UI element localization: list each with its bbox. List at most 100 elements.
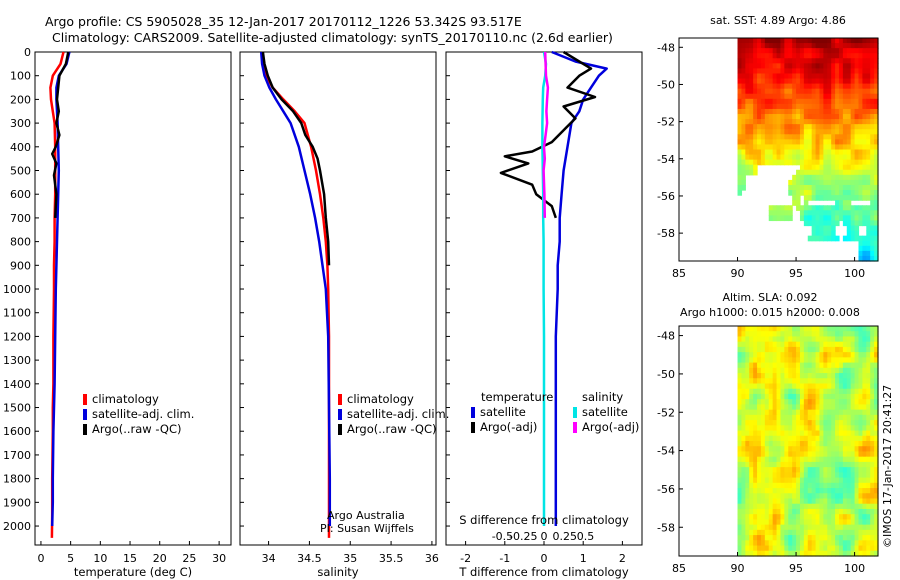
heatmap-cell: [815, 508, 821, 515]
heatmap-cell: [796, 184, 801, 191]
heatmap-cell: [741, 373, 746, 379]
heatmap-cell: [772, 144, 778, 151]
heatmap-cell: [749, 373, 754, 379]
heatmap-cell: [866, 245, 871, 252]
heatmap-cell: [835, 58, 840, 64]
heatmap-cell: [850, 378, 856, 385]
heatmap-cell: [799, 493, 805, 500]
heatmap-cell: [776, 58, 782, 64]
heatmap-cell: [862, 83, 867, 90]
heatmap-cell: [803, 114, 809, 120]
heatmap-cell: [772, 346, 778, 353]
heatmap-cell: [838, 477, 844, 484]
heatmap-cell: [757, 461, 762, 468]
heatmap-cell: [788, 179, 793, 186]
heatmap-cell: [807, 341, 813, 348]
heatmap-cell: [811, 179, 817, 186]
heatmap-cell: [815, 519, 821, 526]
heatmap-cell: [764, 519, 770, 526]
heatmap-cell: [757, 378, 762, 385]
heatmap-cell: [842, 545, 848, 552]
heatmap-cell: [858, 245, 863, 252]
heatmap-cell: [772, 420, 778, 426]
heatmap-cell: [749, 43, 754, 49]
heatmap-cell: [827, 550, 832, 557]
heatmap-cell: [838, 144, 844, 151]
heatmap-cell: [772, 129, 778, 135]
heatmap-cell: [776, 493, 782, 500]
y-tick-label: 0: [24, 46, 31, 59]
heatmap-cell: [858, 164, 863, 171]
heatmap-cell: [784, 93, 789, 100]
heatmap-cell: [838, 461, 844, 468]
heatmap-cell: [772, 48, 778, 54]
heatmap-cell: [831, 215, 836, 222]
heatmap-cell: [842, 352, 848, 358]
heatmap-cell: [749, 119, 754, 125]
heatmap-cell: [823, 225, 828, 232]
x-tick-label: 90: [731, 562, 745, 575]
heatmap-cell: [799, 114, 805, 120]
heatmap-cell: [760, 114, 766, 120]
heatmap-cell: [850, 58, 856, 64]
heatmap-cell: [780, 488, 785, 494]
heatmap-cell: [870, 114, 875, 120]
heatmap-cell: [764, 498, 770, 505]
heatmap-cell: [819, 409, 824, 416]
heatmap-cell: [796, 482, 801, 489]
heatmap-cell: [850, 393, 856, 400]
heatmap-cell: [854, 124, 860, 130]
heatmap-cell: [749, 498, 754, 505]
heatmap-cell: [858, 425, 863, 432]
heatmap-cell: [757, 341, 762, 348]
heatmap-cell: [803, 362, 809, 369]
heatmap-cell: [854, 420, 860, 426]
heatmap-cell: [776, 331, 782, 338]
heatmap-cell: [811, 472, 817, 479]
heatmap-cell: [796, 88, 801, 95]
heatmap-cell: [796, 383, 801, 390]
heatmap-cell: [866, 477, 871, 484]
heatmap-cell: [780, 409, 785, 416]
heatmap-cell: [780, 503, 785, 510]
heatmap-cell: [866, 230, 871, 237]
heatmap-cell: [807, 195, 813, 201]
heatmap-cell: [745, 461, 750, 468]
heatmap-cell: [874, 184, 879, 191]
heatmap-cell: [854, 550, 860, 557]
heatmap-cell: [749, 73, 754, 80]
heatmap-cell: [874, 63, 879, 70]
heatmap-cell: [870, 508, 875, 515]
heatmap-cell: [788, 482, 793, 489]
heatmap-cell: [784, 545, 789, 552]
heatmap-cell: [866, 331, 871, 338]
heatmap-cell: [870, 103, 875, 110]
heatmap-cell: [757, 83, 762, 90]
heatmap-cell: [807, 378, 813, 385]
heatmap-cell: [842, 38, 848, 44]
heatmap-cell: [827, 451, 832, 458]
heatmap-cell: [776, 467, 782, 473]
heatmap-cell: [831, 78, 836, 85]
heatmap-cell: [870, 409, 875, 416]
heatmap-cell: [784, 472, 789, 479]
heatmap-cell: [846, 477, 852, 484]
heatmap-cell: [842, 68, 848, 75]
heatmap-cell: [788, 48, 793, 54]
heatmap-cell: [764, 63, 770, 70]
heatmap-cell: [788, 467, 793, 473]
heatmap-cell: [862, 341, 867, 348]
heatmap-cell: [870, 164, 875, 171]
heatmap-cell: [815, 472, 821, 479]
heatmap-cell: [799, 108, 805, 115]
heatmap-cell: [827, 225, 832, 232]
heatmap-cell: [792, 456, 797, 463]
heatmap-cell: [870, 451, 875, 458]
heatmap-cell: [784, 68, 789, 75]
heatmap-cell: [831, 545, 836, 552]
heatmap-cell: [870, 404, 875, 411]
heatmap-cell: [850, 435, 856, 442]
heatmap-cell: [811, 508, 817, 515]
heatmap-cell: [741, 154, 746, 161]
heatmap-cell: [803, 451, 809, 458]
